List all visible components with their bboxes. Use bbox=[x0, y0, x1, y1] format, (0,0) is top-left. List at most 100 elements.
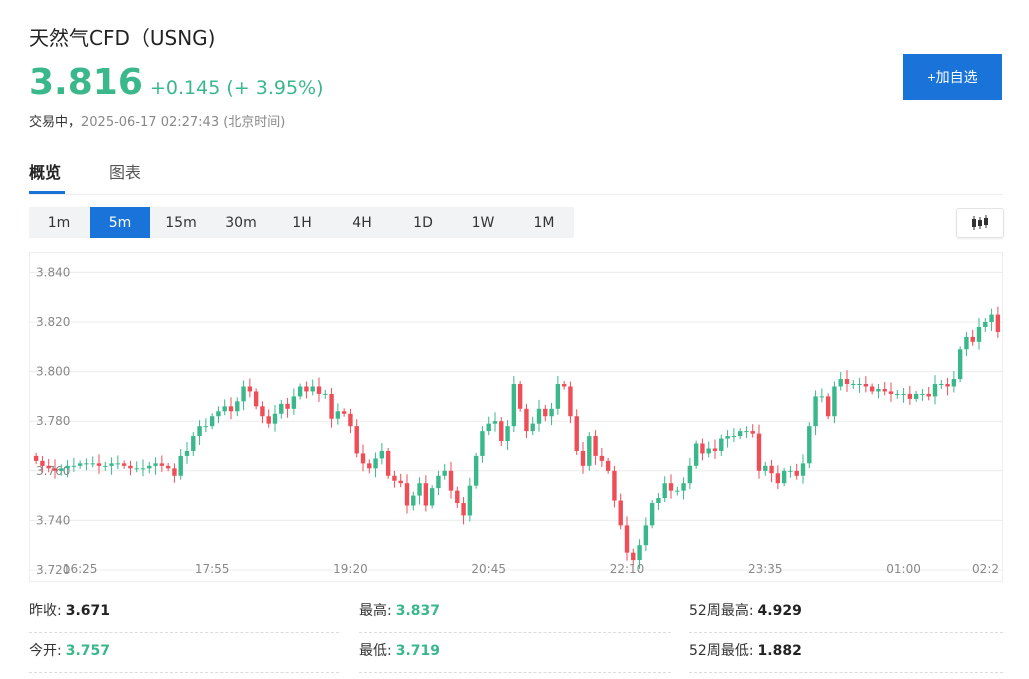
candle-body bbox=[279, 403, 284, 414]
candle-body bbox=[480, 431, 485, 456]
candle-body bbox=[423, 483, 429, 506]
candle-body bbox=[530, 423, 535, 432]
candle-body bbox=[668, 483, 674, 491]
candle-body bbox=[851, 384, 856, 385]
candle bbox=[455, 486, 460, 508]
stat-52w-low: 52周最低: 1.882 bbox=[689, 632, 1003, 673]
x-tick-label: 02:2 bbox=[972, 562, 999, 576]
candle-body bbox=[323, 393, 328, 395]
candle-body bbox=[612, 470, 617, 501]
candle bbox=[379, 443, 385, 465]
candle-body bbox=[260, 406, 265, 417]
add-watchlist-button[interactable]: +加自选 bbox=[903, 54, 1002, 100]
candle-body bbox=[511, 384, 517, 427]
candle-body bbox=[203, 426, 209, 428]
candle bbox=[970, 329, 975, 346]
candle bbox=[989, 308, 994, 331]
candle bbox=[731, 428, 737, 443]
candle bbox=[869, 383, 875, 395]
candle bbox=[335, 403, 341, 425]
candle bbox=[662, 476, 667, 503]
timeframe-5m[interactable]: 5m bbox=[90, 207, 150, 238]
candle-body bbox=[159, 463, 165, 466]
candle-body bbox=[461, 503, 466, 516]
candle-body bbox=[316, 386, 322, 394]
timeframe-1mo[interactable]: 1M bbox=[533, 214, 555, 231]
candle bbox=[825, 393, 831, 420]
candle bbox=[473, 452, 479, 489]
candle bbox=[913, 390, 919, 402]
candle bbox=[467, 477, 473, 522]
candle bbox=[675, 486, 680, 496]
candle bbox=[876, 384, 881, 399]
candle bbox=[587, 432, 592, 471]
candle-body bbox=[140, 468, 146, 470]
timeframe-30m[interactable]: 30m bbox=[225, 214, 257, 231]
y-tick-label: 3.820 bbox=[36, 315, 70, 329]
timeframe-4h[interactable]: 4H bbox=[352, 214, 372, 231]
candle bbox=[945, 378, 950, 396]
candle bbox=[851, 380, 856, 389]
candle bbox=[140, 459, 146, 477]
candle bbox=[46, 458, 51, 473]
candle-body bbox=[737, 431, 743, 437]
tab-overview[interactable]: 概览 bbox=[29, 163, 62, 182]
candle-body bbox=[392, 475, 397, 481]
candle-body bbox=[197, 426, 202, 437]
candle-body bbox=[687, 465, 693, 484]
candle bbox=[429, 485, 435, 509]
candle-body bbox=[587, 436, 592, 466]
candle bbox=[71, 457, 77, 472]
candle bbox=[524, 403, 529, 439]
candle bbox=[788, 465, 793, 478]
candle bbox=[209, 413, 215, 430]
candle-body bbox=[134, 468, 139, 470]
candle bbox=[486, 416, 491, 436]
candle-body bbox=[109, 463, 114, 466]
candle-body bbox=[46, 465, 51, 469]
candle bbox=[165, 462, 171, 472]
stat-low: 最低: 3.719 bbox=[359, 632, 671, 673]
stat-52w-high: 52周最高: 4.929 bbox=[689, 592, 1003, 633]
timeframe-15m[interactable]: 15m bbox=[165, 214, 197, 231]
candlestick-icon bbox=[972, 215, 988, 230]
candle bbox=[964, 331, 969, 357]
candle-body bbox=[913, 393, 919, 399]
candle-body bbox=[467, 485, 473, 516]
timeframe-1h[interactable]: 1H bbox=[292, 214, 312, 231]
candle-body bbox=[505, 426, 510, 442]
candle-body bbox=[40, 460, 45, 466]
timeframe-1d[interactable]: 1D bbox=[413, 214, 433, 231]
candle bbox=[404, 474, 410, 514]
candle-body bbox=[222, 406, 227, 412]
candle bbox=[291, 388, 297, 415]
candle-body bbox=[819, 396, 825, 398]
candle bbox=[976, 318, 982, 350]
candle-body bbox=[876, 388, 881, 392]
price-chart[interactable]: 3.7203.7403.7603.7803.8003.8203.84016:25… bbox=[29, 252, 1003, 582]
y-tick-label: 3.840 bbox=[36, 265, 70, 279]
candle-body bbox=[706, 448, 711, 454]
tab-chart[interactable]: 图表 bbox=[109, 163, 142, 182]
candle-body bbox=[957, 349, 963, 380]
candle bbox=[737, 428, 743, 440]
candle bbox=[574, 409, 579, 455]
candle bbox=[725, 430, 730, 448]
candle bbox=[832, 381, 837, 424]
candle bbox=[882, 382, 887, 396]
timeframe-1w[interactable]: 1W bbox=[471, 214, 495, 231]
candle-body bbox=[184, 450, 190, 456]
candle-body bbox=[253, 391, 259, 407]
candle bbox=[191, 432, 196, 456]
candle-body bbox=[379, 450, 385, 459]
chart-type-button[interactable] bbox=[956, 208, 1004, 238]
candle bbox=[744, 426, 749, 439]
candle bbox=[932, 375, 938, 405]
timeframe-1m[interactable]: 1m bbox=[47, 214, 71, 231]
candle bbox=[555, 376, 561, 415]
candle-body bbox=[932, 384, 938, 397]
candle bbox=[530, 416, 535, 436]
candle bbox=[121, 460, 127, 469]
candle-body bbox=[926, 393, 931, 397]
candle-body bbox=[989, 314, 994, 322]
